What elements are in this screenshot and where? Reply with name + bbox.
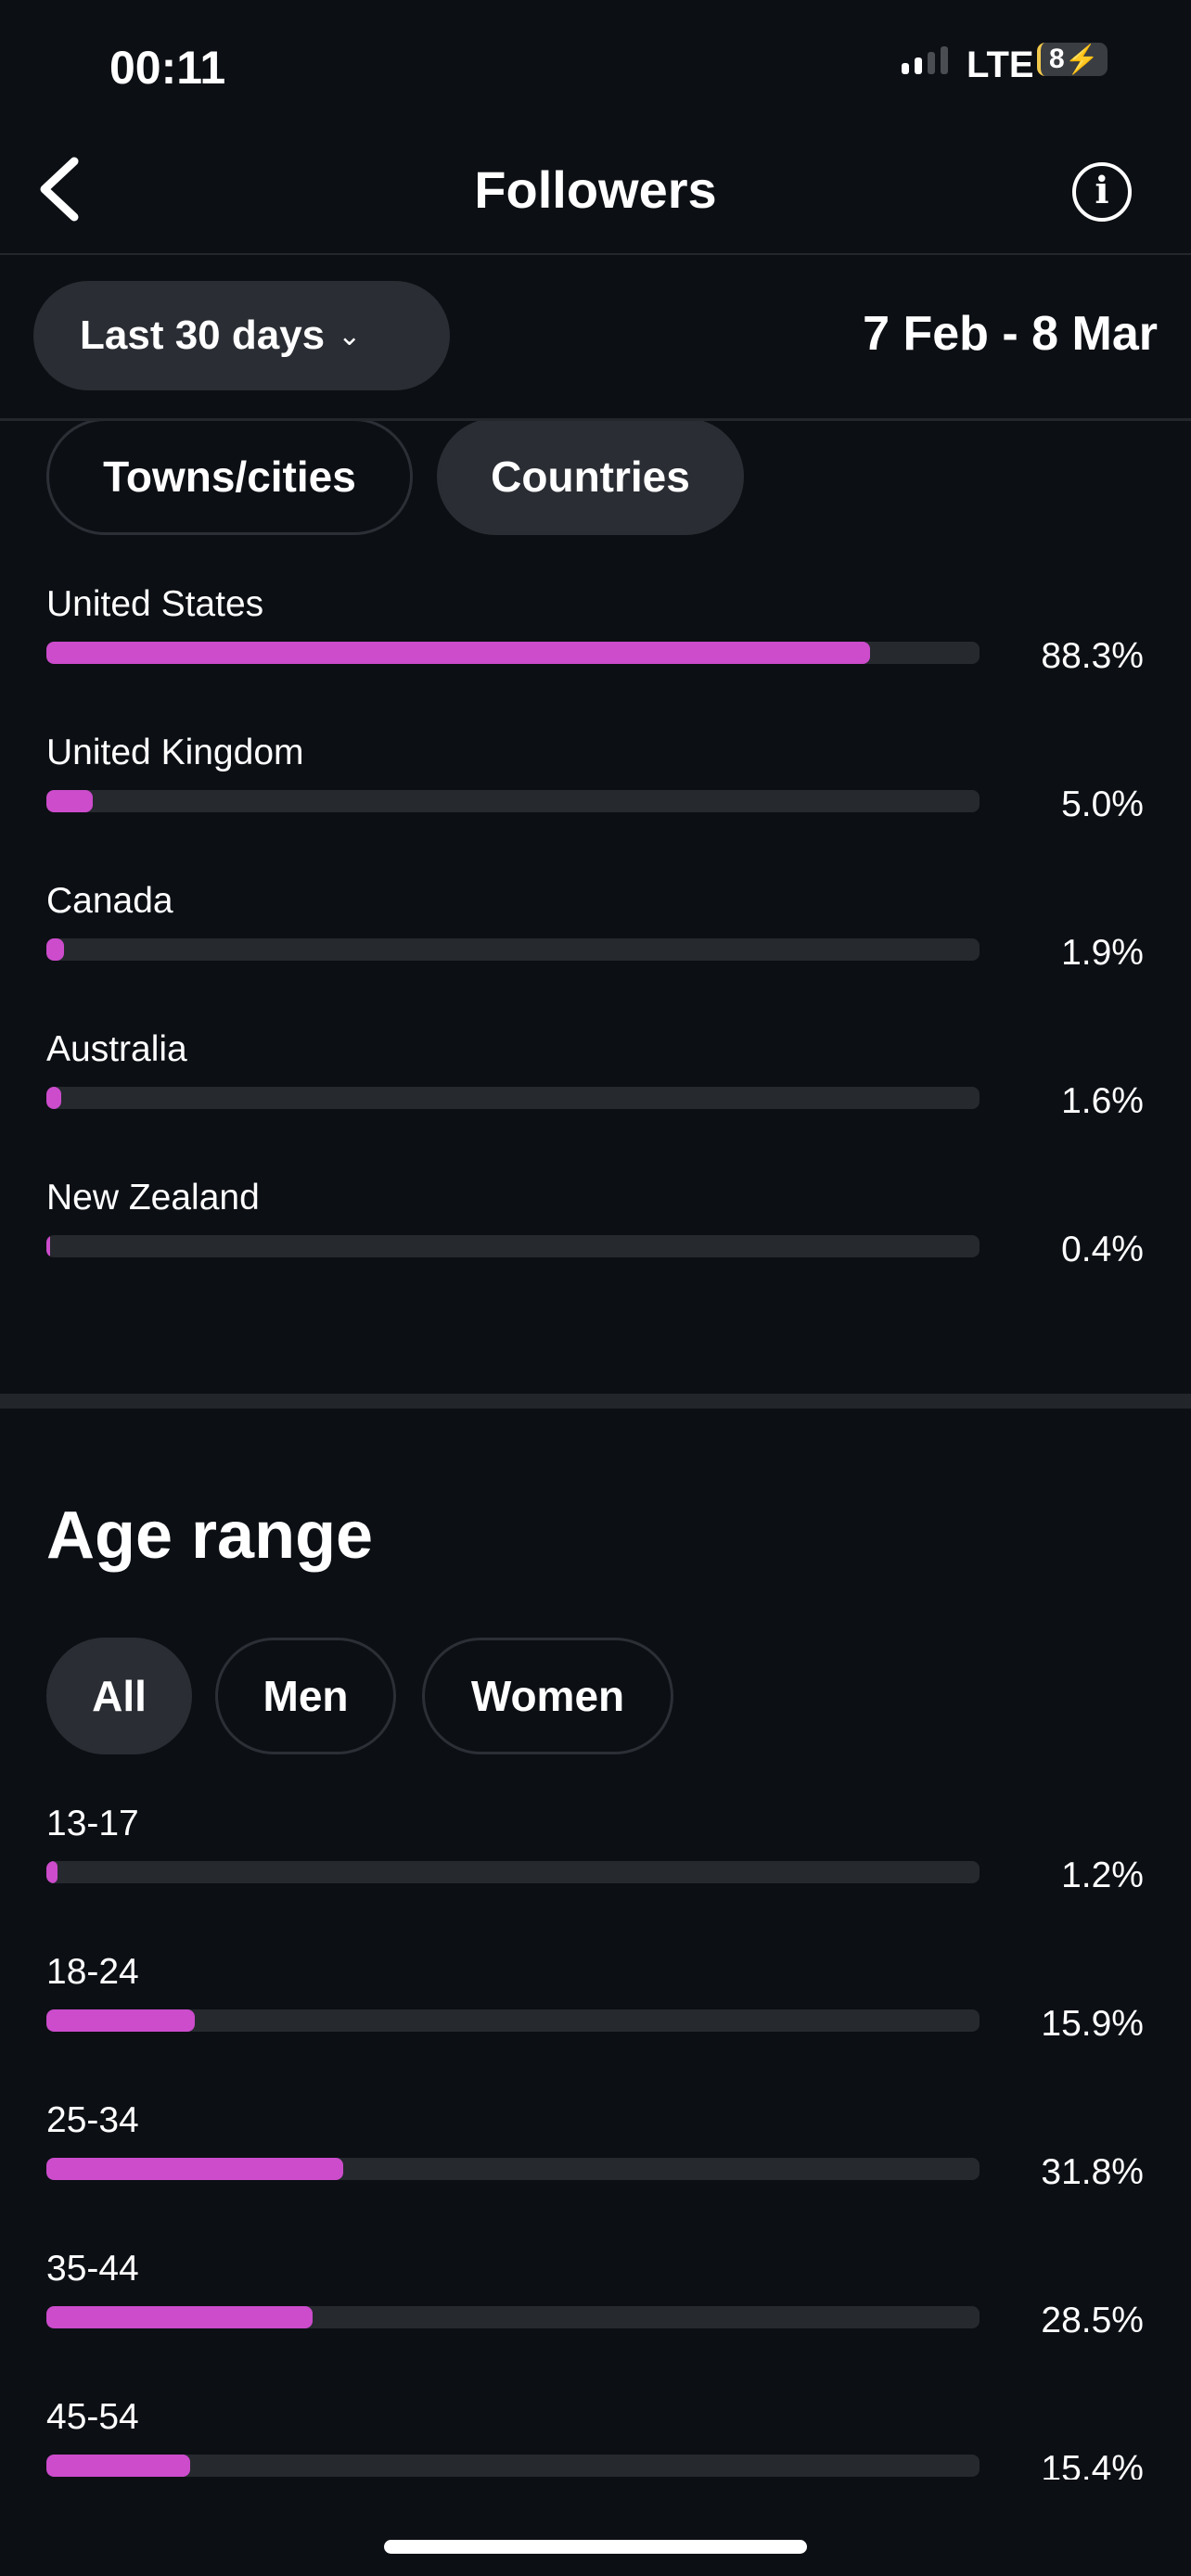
bar-track bbox=[46, 1235, 980, 1257]
row-label: United Kingdom bbox=[46, 733, 304, 772]
row-label: Canada bbox=[46, 881, 173, 921]
percent-value: 31.8% bbox=[1041, 2152, 1144, 2192]
tab-women[interactable]: Women bbox=[422, 1638, 673, 1754]
row-label: 13-17 bbox=[46, 1804, 139, 1843]
bar-fill bbox=[46, 1861, 58, 1883]
battery-icon: 8 ⚡ bbox=[1037, 43, 1108, 76]
row-label: Australia bbox=[46, 1029, 187, 1069]
bar-fill bbox=[46, 2009, 195, 2032]
bar-fill bbox=[46, 1235, 51, 1257]
age-range-title: Age range bbox=[46, 1498, 374, 1573]
network-label: LTE bbox=[967, 45, 1034, 85]
filter-divider bbox=[0, 418, 1191, 421]
bar-track bbox=[46, 1087, 980, 1109]
scroll-content[interactable]: Age range All Men Women 13-17 1.2% 18-24 15.9… bbox=[0, 0, 1191, 2480]
tab-all[interactable]: All bbox=[46, 1638, 192, 1754]
info-icon[interactable]: i bbox=[1072, 162, 1132, 222]
percent-value: 88.3% bbox=[1041, 636, 1144, 676]
tab-men[interactable]: Men bbox=[215, 1638, 396, 1754]
bar-fill bbox=[46, 1087, 62, 1109]
back-chevron-icon[interactable] bbox=[35, 156, 83, 223]
bar-fill bbox=[46, 2158, 343, 2180]
row-label: 25-34 bbox=[46, 2100, 139, 2140]
top-bar: 00:11 LTE 8 ⚡ Followers i Last 30 days ⌄ 7… bbox=[0, 0, 1191, 421]
percent-value: 15.9% bbox=[1041, 2004, 1144, 2044]
page-title: Followers bbox=[474, 160, 717, 219]
date-range-label: Last 30 days bbox=[80, 312, 326, 358]
date-range-text: 7 Feb - 8 Mar bbox=[863, 307, 1158, 361]
bar-track bbox=[46, 938, 980, 961]
row-label: 18-24 bbox=[46, 1952, 139, 1992]
chevron-down-icon: ⌄ bbox=[338, 320, 362, 351]
tab-countries[interactable]: Countries bbox=[437, 418, 744, 535]
signal-icon bbox=[902, 46, 948, 74]
battery-level: 8 bbox=[1048, 44, 1065, 74]
bar-fill bbox=[46, 642, 871, 664]
bar-track bbox=[46, 790, 980, 812]
percent-value: 1.2% bbox=[1061, 1855, 1144, 1895]
percent-value: 5.0% bbox=[1061, 784, 1144, 824]
tab-towns-cities[interactable]: Towns/cities bbox=[46, 418, 413, 535]
percent-value: 0.4% bbox=[1061, 1230, 1144, 1269]
bar-fill bbox=[46, 2455, 190, 2477]
row-label: 35-44 bbox=[46, 2249, 139, 2289]
bar-track bbox=[46, 2455, 980, 2477]
header-divider bbox=[0, 253, 1191, 255]
percent-value: 1.6% bbox=[1061, 1081, 1144, 1121]
bar-track bbox=[46, 1861, 980, 1883]
bar-track bbox=[46, 2306, 980, 2328]
bar-track bbox=[46, 642, 980, 664]
percent-value: 1.9% bbox=[1061, 933, 1144, 973]
row-label: 45-54 bbox=[46, 2397, 139, 2437]
bar-fill bbox=[46, 2306, 313, 2328]
status-time: 00:11 bbox=[109, 42, 226, 94]
row-label: United States bbox=[46, 584, 264, 624]
percent-value: 28.5% bbox=[1041, 2301, 1144, 2340]
percent-value: 15.4% bbox=[1041, 2449, 1144, 2480]
bar-fill bbox=[46, 938, 65, 961]
section-divider bbox=[0, 1394, 1191, 1409]
home-indicator[interactable] bbox=[384, 2540, 807, 2554]
bar-fill bbox=[46, 790, 94, 812]
row-label: New Zealand bbox=[46, 1178, 260, 1218]
date-range-dropdown[interactable]: Last 30 days ⌄ bbox=[33, 281, 450, 390]
bar-track bbox=[46, 2158, 980, 2180]
bar-track bbox=[46, 2009, 980, 2032]
